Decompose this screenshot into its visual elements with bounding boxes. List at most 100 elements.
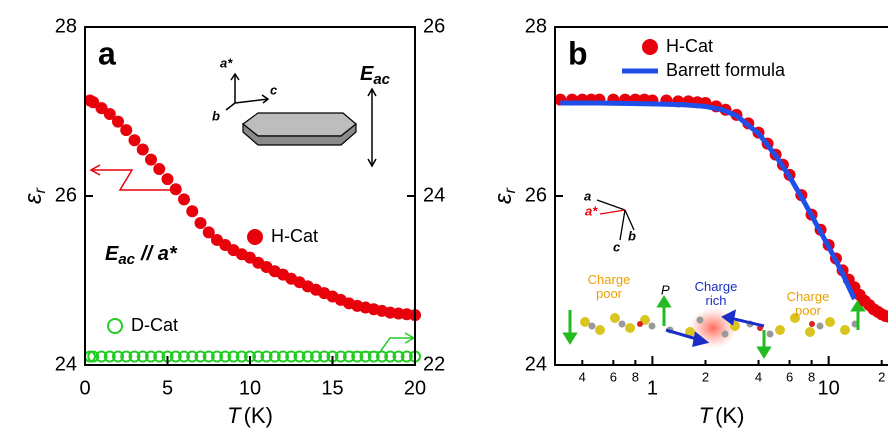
- data-point: [202, 350, 215, 363]
- y2-tick-label: 24: [423, 184, 445, 206]
- data-point: [235, 350, 248, 363]
- inset-axes: [596, 199, 635, 241]
- data-point: [277, 350, 289, 363]
- field-sub: ac: [373, 71, 390, 88]
- x-label-unit: (K): [715, 403, 744, 428]
- data-point: [293, 350, 306, 363]
- charge-line: Charge: [695, 279, 738, 294]
- x-tick-label: 4: [579, 369, 586, 384]
- x-tick-label: 4: [755, 369, 762, 384]
- data-point: [400, 350, 413, 363]
- x-tick-label: 0: [79, 377, 90, 399]
- y-axis-label: εr: [490, 187, 519, 204]
- x-tick-label: 2: [702, 369, 709, 384]
- condition-sub: ac: [118, 251, 135, 268]
- data-point: [318, 350, 331, 363]
- data-point: [169, 183, 182, 196]
- y-label-sub: r: [502, 187, 519, 193]
- data-point: [128, 134, 141, 147]
- x-tick-label: 15: [321, 377, 343, 399]
- data-point: [194, 217, 207, 230]
- data-point: [161, 173, 174, 186]
- x-axis-label: T (K): [699, 403, 745, 428]
- inset-label: c: [613, 239, 621, 254]
- inset-label: c: [270, 82, 278, 97]
- legend-label: H-Cat: [666, 36, 713, 56]
- charge-line: poor: [596, 286, 623, 301]
- molecule-inset: [562, 295, 866, 359]
- inset-label: b: [628, 228, 636, 243]
- plot-area: [555, 93, 888, 323]
- polarization-label: P: [661, 282, 670, 297]
- data-point: [136, 143, 149, 156]
- data-point: [260, 350, 273, 363]
- data-point: [334, 350, 347, 363]
- data-point: [95, 350, 108, 363]
- data-point: [120, 124, 133, 137]
- charge-label: Charge poor: [787, 289, 830, 318]
- data-point: [178, 350, 190, 363]
- y2-tick-label: 22: [423, 353, 445, 375]
- inset-label: a: [584, 188, 591, 203]
- y-tick-label: 26: [525, 184, 547, 206]
- charge-line: Charge: [588, 272, 631, 287]
- legend-label: H-Cat: [271, 226, 318, 246]
- charge-line: rich: [706, 293, 727, 308]
- data-point: [178, 193, 190, 206]
- data-point: [120, 350, 133, 363]
- legend-swatch: [247, 229, 263, 245]
- legend-swatch: [642, 39, 658, 55]
- data-point: [194, 350, 207, 363]
- x-tick-label: 8: [808, 369, 815, 384]
- x-tick-label: 6: [610, 369, 617, 384]
- charge-label: Charge rich: [695, 279, 738, 308]
- condition-label: Eac // a*: [105, 243, 178, 268]
- data-point: [285, 350, 298, 363]
- y-tick-label: 26: [55, 184, 77, 206]
- inset-label: a*: [220, 55, 233, 70]
- x-tick-label: 5: [162, 377, 173, 399]
- field-symbol: E: [360, 63, 374, 85]
- data-point: [351, 350, 364, 363]
- data-point: [310, 350, 322, 363]
- field-arrow: [367, 87, 377, 168]
- data-point: [103, 108, 116, 121]
- data-point: [112, 350, 124, 363]
- crystal: [242, 112, 357, 146]
- x-tick-label: 1: [647, 377, 658, 399]
- x-tick-label: 6: [786, 369, 793, 384]
- data-point: [219, 350, 232, 363]
- data-point: [367, 350, 380, 363]
- inset-label: b: [212, 108, 220, 123]
- charge-line: poor: [795, 303, 822, 318]
- data-point: [227, 350, 240, 363]
- data-point: [252, 350, 265, 363]
- data-point: [186, 205, 199, 218]
- data-point: [268, 350, 281, 363]
- data-point: [376, 350, 388, 363]
- x-tick-label: 2: [878, 369, 885, 384]
- charge-label: Charge poor: [588, 272, 631, 301]
- plot-area: [83, 94, 421, 363]
- data-point: [128, 350, 141, 363]
- series-line: [560, 100, 857, 301]
- data-point: [202, 226, 215, 239]
- data-point: [169, 350, 182, 363]
- data-point: [112, 115, 124, 128]
- data-point: [392, 350, 405, 363]
- data-point: [87, 96, 100, 109]
- y-tick-label: 24: [55, 353, 77, 375]
- condition-symbol: E: [105, 243, 119, 265]
- x-tick-label: 10: [239, 377, 261, 399]
- data-point: [145, 153, 157, 166]
- data-point: [153, 350, 166, 363]
- panel-letter: b: [568, 35, 588, 71]
- y-tick-label: 28: [525, 15, 547, 37]
- data-point: [136, 350, 149, 363]
- x-tick-label: 20: [404, 377, 426, 399]
- legend-swatch: [107, 318, 123, 334]
- x-axis-label: T (K): [227, 403, 273, 428]
- x-label-symbol: T: [227, 403, 242, 428]
